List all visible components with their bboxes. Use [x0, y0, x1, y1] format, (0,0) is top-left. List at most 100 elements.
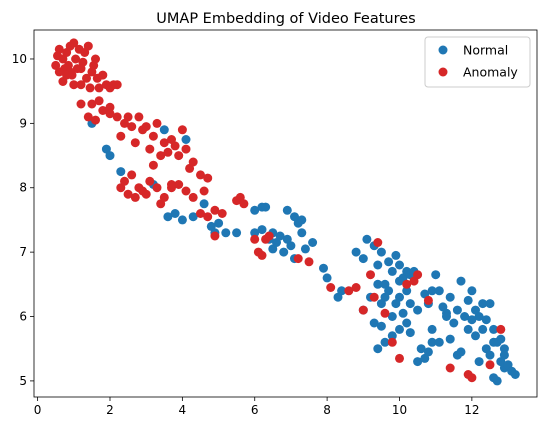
x-tick-label: 10: [392, 403, 407, 417]
normal-point: [358, 254, 368, 264]
anomaly-point: [83, 112, 93, 122]
anomaly-point: [69, 80, 79, 90]
series-anomaly: [51, 38, 506, 383]
normal-point: [290, 212, 299, 222]
legend-label-anomaly: Anomaly: [463, 65, 518, 80]
normal-point: [467, 286, 477, 296]
normal-point: [337, 286, 347, 296]
anomaly-point: [98, 106, 108, 115]
normal-point: [496, 334, 506, 344]
normal-point: [449, 318, 459, 328]
anomaly-point: [496, 324, 506, 334]
normal-point: [478, 324, 488, 334]
y-tick-label: 6: [19, 310, 27, 324]
normal-point: [319, 263, 328, 273]
normal-point: [376, 247, 386, 257]
normal-point: [286, 241, 296, 251]
normal-point: [257, 225, 267, 235]
normal-point: [116, 167, 126, 177]
anomaly-point: [445, 363, 455, 373]
normal-point: [474, 357, 484, 367]
anomaly-point: [91, 115, 100, 125]
normal-point: [434, 286, 444, 296]
normal-point: [387, 266, 397, 276]
normal-point: [376, 321, 386, 331]
normal-point: [221, 228, 231, 238]
anomaly-point: [54, 67, 64, 77]
normal-point: [463, 295, 473, 305]
normal-point: [481, 315, 491, 325]
normal-point: [297, 215, 307, 225]
axes: 0 2 4 6 8 10 12 5 6 7 8 9 10: [12, 52, 480, 417]
normal-point: [471, 331, 480, 341]
anomaly-point: [217, 209, 227, 218]
normal-point: [434, 337, 444, 347]
anomaly-point: [373, 238, 383, 247]
normal-point: [427, 324, 437, 334]
normal-point: [427, 337, 437, 347]
normal-point: [463, 324, 473, 334]
anomaly-point: [145, 176, 155, 186]
normal-point: [308, 238, 318, 247]
normal-point: [395, 260, 404, 270]
normal-point: [250, 228, 260, 238]
anomaly-point: [98, 70, 108, 80]
anomaly-point: [123, 189, 133, 199]
legend-box: [424, 36, 531, 88]
normal-point: [279, 247, 289, 257]
normal-point: [369, 318, 379, 328]
anomaly-point: [71, 54, 81, 64]
anomaly-point: [196, 170, 205, 180]
data-points: [51, 38, 520, 386]
anomaly-point: [62, 70, 72, 80]
anomaly-point: [380, 308, 390, 318]
anomaly-point: [152, 183, 162, 193]
anomaly-point: [112, 80, 122, 90]
anomaly-point: [304, 257, 314, 267]
normal-point: [398, 308, 408, 318]
normal-point: [380, 337, 390, 347]
anomaly-point: [159, 138, 169, 148]
normal-point: [427, 286, 437, 296]
anomaly-point: [69, 38, 79, 48]
x-tick-label: 12: [464, 403, 479, 417]
normal-point: [170, 209, 180, 218]
anomaly-point: [174, 151, 184, 161]
normal-point: [460, 312, 470, 321]
normal-point: [405, 299, 415, 309]
y-tick-label: 7: [19, 245, 27, 259]
normal-point: [445, 292, 455, 302]
normal-point: [499, 344, 509, 354]
anomaly-point: [83, 41, 93, 51]
anomaly-point: [152, 118, 162, 128]
normal-point: [431, 270, 441, 280]
normal-point: [445, 334, 455, 344]
anomaly-point: [210, 205, 220, 215]
anomaly-point: [203, 173, 213, 183]
normal-point: [489, 324, 499, 334]
anomaly-point: [127, 170, 137, 180]
normal-point: [261, 202, 271, 212]
anomaly-point: [369, 292, 379, 302]
anomaly-point: [257, 250, 267, 260]
anomaly-point: [105, 109, 115, 119]
normal-point: [272, 238, 281, 247]
anomaly-point: [85, 83, 95, 93]
anomaly-point: [395, 353, 404, 363]
legend-label-normal: Normal: [463, 43, 508, 58]
anomaly-point: [196, 209, 205, 218]
normal-point: [485, 350, 495, 360]
anomaly-point: [91, 54, 100, 64]
anomaly-point: [387, 337, 397, 347]
anomaly-point: [94, 83, 104, 93]
normal-point: [322, 273, 332, 283]
anomaly-point: [123, 112, 133, 122]
normal-point: [282, 205, 292, 215]
normal-point: [300, 244, 310, 254]
anomaly-point: [127, 122, 137, 132]
normal-point: [442, 312, 451, 321]
anomaly-point: [358, 305, 368, 315]
normal-point: [489, 373, 499, 383]
normal-point: [413, 357, 423, 367]
